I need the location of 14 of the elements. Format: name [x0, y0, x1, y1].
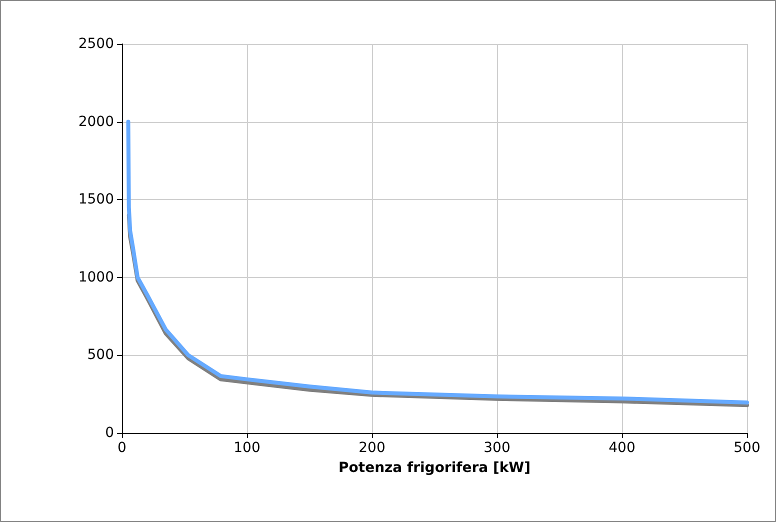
y-tick-label: 500 [87, 347, 114, 364]
x-axis-title: Potenza frigorifera [kW] [338, 460, 531, 476]
x-tick-label: 300 [484, 440, 510, 456]
x-tick-label: 100 [234, 440, 260, 456]
x-tick-label: 500 [734, 440, 760, 456]
y-tick-label: 1000 [78, 269, 114, 286]
y-tick-label: 0 [105, 425, 114, 441]
y-tick-label: 1500 [78, 192, 114, 208]
x-tick-label: 200 [358, 440, 386, 456]
x-tick-label: 0 [118, 440, 126, 456]
y-tick-label: 2500 [78, 36, 114, 52]
y-tick-label: 2000 [78, 114, 114, 130]
line-series [126, 120, 749, 404]
x-tick-label: 400 [608, 440, 636, 456]
